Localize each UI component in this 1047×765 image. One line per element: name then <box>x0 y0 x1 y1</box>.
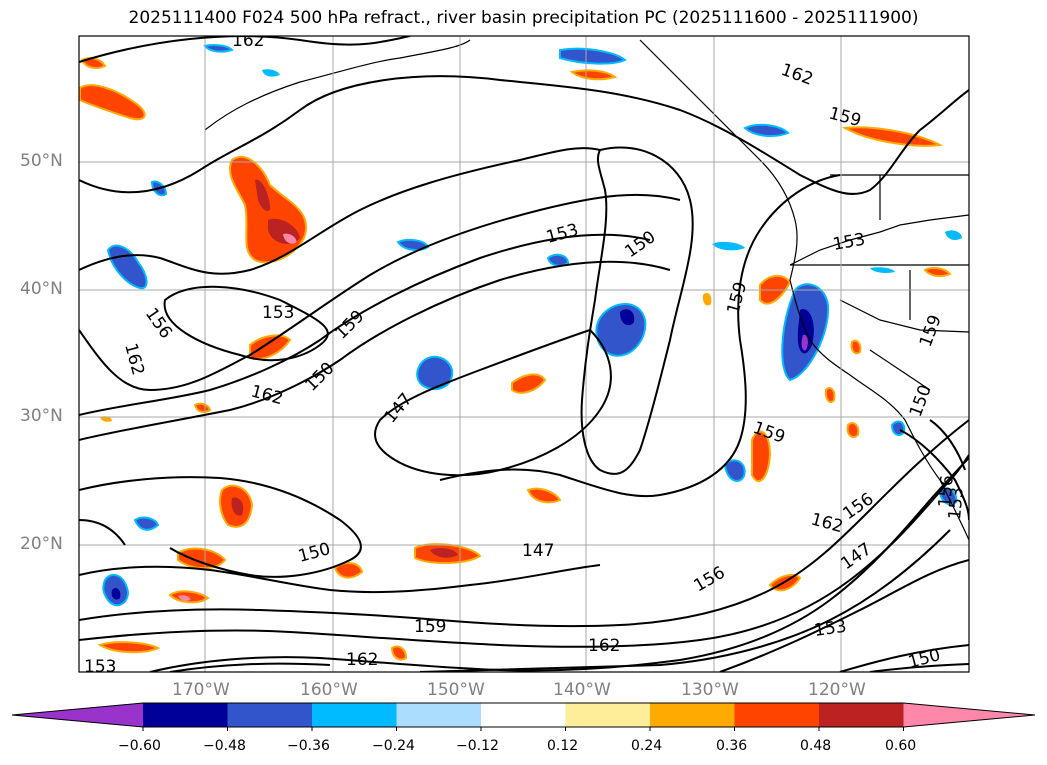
lon-label-160w: 160°W <box>300 680 358 700</box>
lat-label-30n: 30°N <box>20 406 63 426</box>
colorbar-segment <box>481 703 566 727</box>
contour-label: 153 <box>84 657 116 677</box>
lon-label-130w: 130°W <box>681 680 739 700</box>
colorbar-segment <box>143 703 228 727</box>
coastlines <box>204 39 969 541</box>
contour-label: 156 <box>935 474 958 508</box>
colorbar-segment <box>312 703 397 727</box>
map-border <box>78 35 970 673</box>
colorbar-tick-label: −0.24 <box>372 738 415 754</box>
colorbar-tick-label: −0.48 <box>203 738 246 754</box>
colorbar-tick-label: 0.48 <box>800 738 832 754</box>
colorbar-tick-label: −0.60 <box>118 738 161 754</box>
colorbar-tick-label: 0.60 <box>885 738 917 754</box>
lon-label-140w: 140°W <box>553 680 611 700</box>
colorbar-min-arrow <box>12 703 143 727</box>
colorbar-segment <box>819 703 904 727</box>
colorbar-segment <box>650 703 735 727</box>
colorbar-tick-label: 0.36 <box>716 738 748 754</box>
colorbar-tick-label: 0.12 <box>547 738 579 754</box>
contour-label: 147 <box>522 541 554 561</box>
lon-label-150w: 150°W <box>427 680 485 700</box>
colorbar-segment <box>396 703 482 727</box>
precip-positive-shading <box>79 57 952 661</box>
colorbar-tick-label: −0.12 <box>456 738 499 754</box>
contour-label: 162 <box>588 636 620 656</box>
contour-label: 153 <box>813 617 848 641</box>
colorbar-tick-label: 0.24 <box>631 738 663 754</box>
contour-label: 153 <box>262 303 294 323</box>
lon-label-120w: 120°W <box>808 680 866 700</box>
colorbar <box>11 702 1036 731</box>
colorbar-tick-label: −0.36 <box>287 738 330 754</box>
lat-label-40n: 40°N <box>20 279 63 299</box>
lat-label-20n: 20°N <box>20 534 63 554</box>
lat-label-50n: 50°N <box>20 151 63 171</box>
colorbar-max-arrow <box>903 703 1035 727</box>
lon-label-170w: 170°W <box>172 680 230 700</box>
colorbar-segment <box>227 703 313 727</box>
contour-label: 153 <box>945 486 968 520</box>
contour-label: 159 <box>414 617 446 637</box>
colorbar-segment <box>734 703 820 727</box>
refractivity-contours <box>79 36 969 672</box>
contour-label: 162 <box>346 650 378 670</box>
colorbar-segment <box>565 703 651 727</box>
map-title: 2025111400 F024 500 hPa refract., river … <box>128 8 919 28</box>
contour-label: 162 <box>232 31 264 51</box>
